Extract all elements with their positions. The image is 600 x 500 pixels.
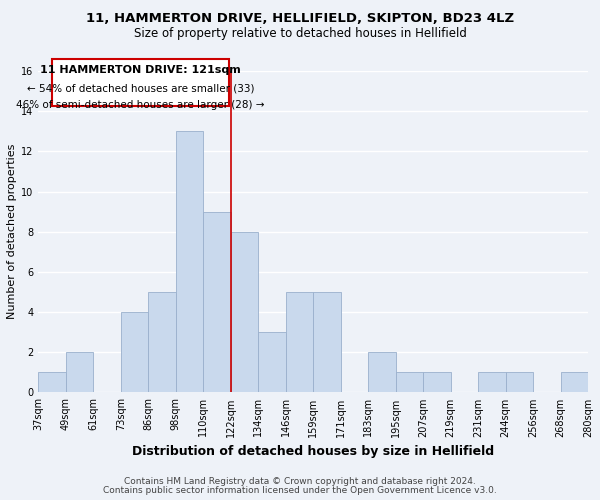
Bar — [203, 212, 231, 392]
Text: Contains public sector information licensed under the Open Government Licence v3: Contains public sector information licen… — [103, 486, 497, 495]
Bar — [148, 292, 176, 392]
Text: ← 54% of detached houses are smaller (33): ← 54% of detached houses are smaller (33… — [27, 84, 254, 94]
Bar — [258, 332, 286, 392]
Bar — [231, 232, 258, 392]
X-axis label: Distribution of detached houses by size in Hellifield: Distribution of detached houses by size … — [132, 445, 494, 458]
Bar — [313, 292, 341, 392]
Bar — [121, 312, 148, 392]
Text: 46% of semi-detached houses are larger (28) →: 46% of semi-detached houses are larger (… — [16, 100, 265, 110]
Text: Contains HM Land Registry data © Crown copyright and database right 2024.: Contains HM Land Registry data © Crown c… — [124, 477, 476, 486]
Bar — [66, 352, 94, 393]
Bar — [423, 372, 451, 392]
Bar — [395, 372, 423, 392]
Text: 11, HAMMERTON DRIVE, HELLIFIELD, SKIPTON, BD23 4LZ: 11, HAMMERTON DRIVE, HELLIFIELD, SKIPTON… — [86, 12, 514, 26]
Bar — [286, 292, 313, 392]
Bar — [506, 372, 533, 392]
Bar — [478, 372, 506, 392]
Y-axis label: Number of detached properties: Number of detached properties — [7, 144, 17, 320]
Bar — [560, 372, 588, 392]
Bar — [368, 352, 395, 393]
Bar — [176, 131, 203, 392]
Text: 11 HAMMERTON DRIVE: 121sqm: 11 HAMMERTON DRIVE: 121sqm — [40, 65, 241, 75]
Bar — [38, 372, 66, 392]
Text: Size of property relative to detached houses in Hellifield: Size of property relative to detached ho… — [134, 28, 466, 40]
